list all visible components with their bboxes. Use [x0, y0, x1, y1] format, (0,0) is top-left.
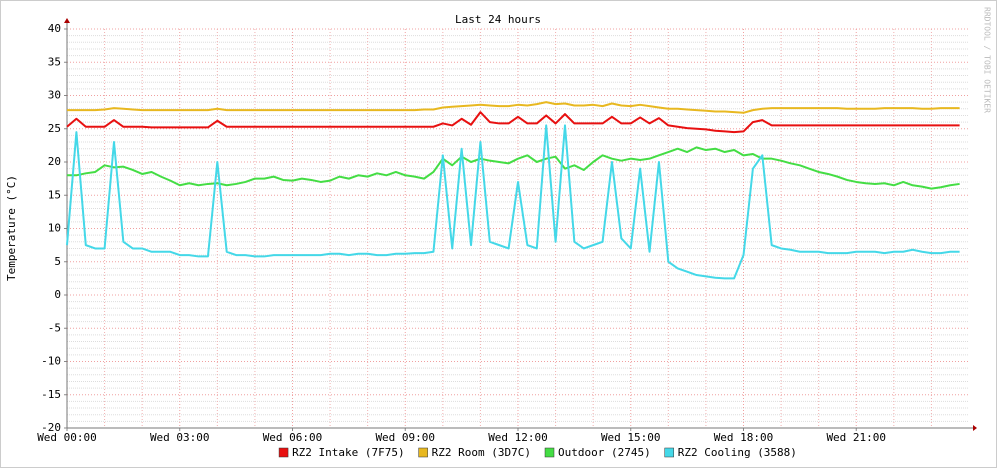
- y-tick-label: 30: [48, 89, 61, 102]
- y-tick-label: -5: [48, 321, 61, 334]
- y-tick-label: 0: [54, 288, 61, 301]
- legend-label: Outdoor (2745): [558, 446, 651, 459]
- x-tick-label: Wed 18:00: [714, 431, 774, 444]
- x-tick-label: Wed 06:00: [263, 431, 323, 444]
- y-tick-label: -20: [41, 421, 61, 434]
- legend-label: RZ2 Intake (7F75): [292, 446, 405, 459]
- y-axis-label: Temperature (°C): [5, 175, 18, 281]
- x-tick-label: Wed 00:00: [37, 431, 97, 444]
- y-tick-label: 5: [54, 255, 61, 268]
- y-tick-label: 20: [48, 155, 61, 168]
- x-tick-label: Wed 12:00: [488, 431, 548, 444]
- chart-title: Last 24 hours: [455, 13, 541, 26]
- y-tick-label: 10: [48, 222, 61, 235]
- legend-label: RZ2 Room (3D7C): [432, 446, 531, 459]
- x-tick-label: Wed 09:00: [375, 431, 435, 444]
- y-axis-arrow: [64, 18, 70, 23]
- y-tick-label: 25: [48, 122, 61, 135]
- legend-swatch: [664, 447, 674, 458]
- legend-label: RZ2 Cooling (3588): [678, 446, 797, 459]
- x-tick-label: Wed 15:00: [601, 431, 661, 444]
- x-tick-label: Wed 21:00: [826, 431, 886, 444]
- x-tick-label: Wed 03:00: [150, 431, 210, 444]
- series-line: [66, 111, 960, 134]
- legend-swatch: [544, 447, 555, 458]
- y-tick-label: 15: [48, 188, 61, 201]
- y-tick-label: -10: [41, 355, 61, 368]
- y-tick-label: -15: [41, 388, 61, 401]
- legend-swatch: [278, 447, 289, 458]
- legend-swatch: [418, 447, 428, 458]
- watermark: RRDTOOL / TOBI OETIKER: [983, 7, 992, 113]
- x-axis-arrow: [973, 425, 977, 431]
- series-line: [67, 101, 960, 114]
- series-line: [66, 124, 960, 280]
- y-tick-label: 35: [48, 55, 61, 68]
- y-tick-label: 40: [48, 22, 61, 35]
